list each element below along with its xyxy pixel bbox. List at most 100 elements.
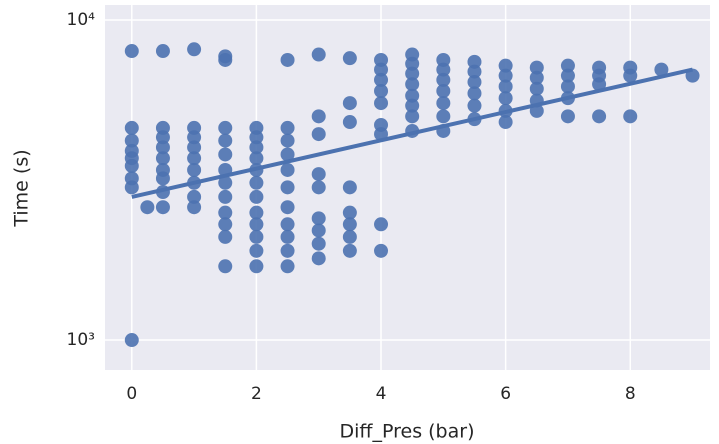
point (436, 52, 451, 67)
point (249, 151, 264, 166)
point (218, 147, 233, 162)
point (218, 52, 233, 67)
point (155, 44, 170, 59)
x-tick-label: 6 (500, 384, 511, 404)
point (342, 115, 357, 130)
point (405, 56, 420, 71)
point (311, 167, 326, 182)
point (342, 51, 357, 66)
point (124, 333, 139, 348)
point (623, 68, 638, 83)
point (467, 64, 482, 79)
point (249, 259, 264, 274)
point (218, 120, 233, 135)
point (374, 52, 389, 67)
point (342, 96, 357, 111)
point (280, 243, 295, 258)
point (529, 60, 544, 75)
point (498, 58, 513, 73)
point (374, 243, 389, 258)
point (218, 229, 233, 244)
point (280, 52, 295, 67)
point (155, 171, 170, 186)
point (280, 147, 295, 162)
point (124, 120, 139, 135)
point (436, 62, 451, 77)
point (249, 205, 264, 220)
point (529, 81, 544, 96)
point (187, 200, 202, 215)
point (249, 217, 264, 232)
point (467, 54, 482, 69)
point (124, 158, 139, 173)
point (249, 140, 264, 155)
point (342, 205, 357, 220)
point (436, 96, 451, 111)
point (405, 109, 420, 124)
y-tick-label: 10³ (67, 330, 95, 350)
x-axis-label: Diff_Pres (bar) (340, 421, 475, 443)
point (467, 86, 482, 101)
y-tick-label: 10⁴ (67, 10, 96, 30)
point (249, 175, 264, 190)
point (405, 66, 420, 81)
point (592, 109, 607, 124)
x-tick-label: 4 (376, 384, 387, 404)
point (623, 109, 638, 124)
point (436, 72, 451, 87)
x-tick-label: 2 (251, 384, 262, 404)
point (498, 79, 513, 94)
point (311, 180, 326, 195)
point (218, 133, 233, 148)
fit-line (131, 67, 693, 199)
point (187, 162, 202, 177)
point (187, 130, 202, 145)
point (405, 77, 420, 92)
point (218, 189, 233, 204)
point (218, 217, 233, 232)
point (124, 133, 139, 148)
point (280, 200, 295, 215)
x-tick-label: 0 (126, 384, 137, 404)
point (529, 70, 544, 85)
point (311, 236, 326, 251)
point (342, 243, 357, 258)
point (374, 84, 389, 99)
point (654, 62, 669, 77)
point (218, 259, 233, 274)
point (405, 98, 420, 113)
point (405, 88, 420, 103)
point (311, 127, 326, 142)
point (155, 130, 170, 145)
point (249, 130, 264, 145)
point (342, 229, 357, 244)
point (140, 200, 155, 215)
x-tick-label: 8 (625, 384, 636, 404)
point (124, 180, 139, 195)
point (187, 189, 202, 204)
point (187, 151, 202, 166)
point (560, 58, 575, 73)
point (498, 91, 513, 106)
point (342, 217, 357, 232)
point (374, 217, 389, 232)
point (155, 200, 170, 215)
point (311, 223, 326, 238)
point (218, 205, 233, 220)
point (280, 133, 295, 148)
point (280, 217, 295, 232)
point (218, 175, 233, 190)
point (374, 72, 389, 87)
point (560, 109, 575, 124)
point (155, 151, 170, 166)
point (124, 44, 139, 59)
point (311, 47, 326, 62)
point (187, 42, 202, 57)
point (498, 115, 513, 130)
point (249, 243, 264, 258)
point (342, 180, 357, 195)
point (187, 140, 202, 155)
point (498, 68, 513, 83)
point (436, 109, 451, 124)
